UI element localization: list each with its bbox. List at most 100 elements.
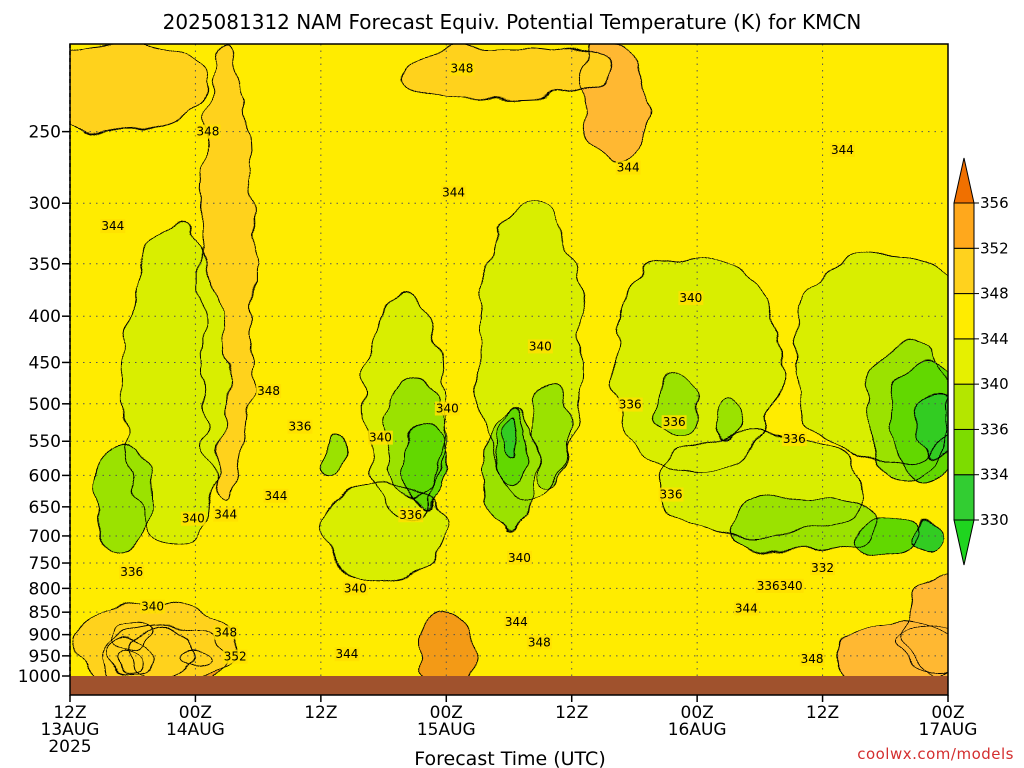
contour-label-bg-13 [661,415,687,430]
contour-label-bg-28 [503,615,529,630]
contour-line-352-1-2 [900,623,948,675]
contour-label-text-29: 348 [214,625,237,639]
contour-label-text-1: 348 [197,125,220,139]
contour-label-text-2: 344 [442,186,465,200]
contour-label-text-30: 348 [528,635,551,649]
contour-region-334-6-3 [853,518,917,553]
contour-label-bg-20 [506,550,532,565]
x-tick-label-12-2: 14AUG [166,720,225,740]
contour-region-352-1-0 [417,614,476,676]
contour-line-336-5-4 [656,370,696,435]
y-tick-label-700: 700 [29,527,61,547]
contour-label-9: 336 [287,419,313,434]
contour-line-356-0-2 [113,623,153,651]
contour-label-15: 336 [658,487,684,502]
contour-label-29: 348 [213,625,239,640]
contour-label-bg-18 [180,511,206,526]
contour-region-336-5-7 [712,399,745,438]
contour-label-bg-26 [140,599,166,614]
contour-label-24: 336 [755,578,781,593]
contour-label-text-22: 332 [811,561,834,575]
x-tick-label-48-1: 12Z [555,703,588,723]
contour-label-text-32: 344 [336,647,359,661]
contour-label-17: 336 [398,508,424,523]
contour-label-text-0: 348 [451,62,474,76]
colorbar-tick-label-356: 356 [980,194,1009,212]
contour-label-text-3: 344 [617,161,640,175]
contour-line-334-6-0 [890,361,948,483]
contour-region-330-7-1 [911,521,943,550]
contour-label-text-26: 340 [141,600,164,614]
y-tick-label-250: 250 [29,123,61,143]
contour-label-bg-30 [526,635,552,650]
x-tick-label-12-1: 00Z [179,703,212,723]
contour-label-bg-17 [398,508,424,523]
contour-label-bg-33 [799,652,825,667]
x-tick-label-0-3: 2025 [48,737,91,757]
contour-label-22: 332 [810,561,836,576]
contour-region-348-3-2 [70,602,238,676]
contour-label-bg-3 [615,160,641,175]
contour-label-13: 336 [661,415,687,430]
contour-label-11: 340 [434,401,460,416]
contour-label-text-16: 344 [264,489,287,503]
contour-region-348-3-0 [404,44,614,99]
contour-label-3: 344 [615,160,641,175]
contour-region-348-3-3 [70,44,206,132]
colorbar-bin-352 [953,202,975,249]
contour-label-27: 344 [733,601,759,616]
contour-line-348-3-0 [404,44,614,100]
contour-label-text-24: 336 [757,579,780,593]
y-tick-label-800: 800 [29,579,61,599]
contour-line-348-2-1 [832,618,948,676]
contour-line-334-6-1 [403,418,447,502]
colorbar-tick-label-340: 340 [980,375,1009,393]
contour-line-348-2-0 [581,44,646,163]
contour-label-bg-11 [434,401,460,416]
contour-label-text-20: 340 [508,551,531,565]
contour-label-bg-24 [755,578,781,593]
contour-line-352-1-1 [106,636,160,671]
contour-label-bg-9 [287,419,313,434]
contour-line-348-2-2 [905,577,948,676]
contour-label-bg-32 [334,647,360,662]
y-tick-label-1000: 1000 [18,667,61,687]
colorbar-tick-label-334: 334 [980,466,1009,484]
contour-label-bg-7 [527,339,553,354]
colorbar-bin-344 [953,293,975,340]
contour-label-7: 340 [527,339,553,354]
contour-label-text-28: 344 [505,615,528,629]
contour-label-bg-27 [733,601,759,616]
contour-label-text-27: 344 [735,601,758,615]
y-tick-label-450: 450 [29,353,61,373]
contour-label-5: 344 [100,219,126,234]
y-tick-label-300: 300 [29,194,61,214]
contour-label-text-18: 340 [182,512,205,526]
contour-line-330-7-1 [910,521,944,551]
y-tick-label-650: 650 [29,498,61,518]
contour-label-4: 344 [829,143,855,158]
contour-label-6: 340 [678,291,704,306]
x-tick-label-84-2: 17AUG [919,720,978,740]
contour-line-336-5-7 [712,399,745,439]
contour-label-bg-21 [119,564,145,579]
colorbar: 330 334 336 340 344 348 352 356 [953,157,1009,566]
y-tick-label-850: 850 [29,603,61,623]
colorbar-bin-330 [953,474,975,521]
y-tick-label-550: 550 [29,432,61,452]
contour-label-text-4: 344 [831,143,854,157]
contour-line-340-4-4 [790,251,948,463]
contour-label-bg-0 [449,61,475,76]
x-axis-label: Forecast Time (UTC) [414,748,605,768]
contour-region-348-2-2 [906,578,948,676]
y-tick-label-400: 400 [29,307,61,327]
colorbar-bin-334 [953,428,975,476]
contour-line-334-6-3 [853,518,918,553]
x-tick-label-0-2: 13AUG [41,720,100,740]
contour-label-text-21: 336 [120,565,143,579]
x-tick-label-72-1: 12Z [806,703,839,723]
contour-region-330-7-0 [914,395,948,456]
contour-label-bg-4 [829,143,855,158]
contour-line-340-4-0 [121,228,228,548]
